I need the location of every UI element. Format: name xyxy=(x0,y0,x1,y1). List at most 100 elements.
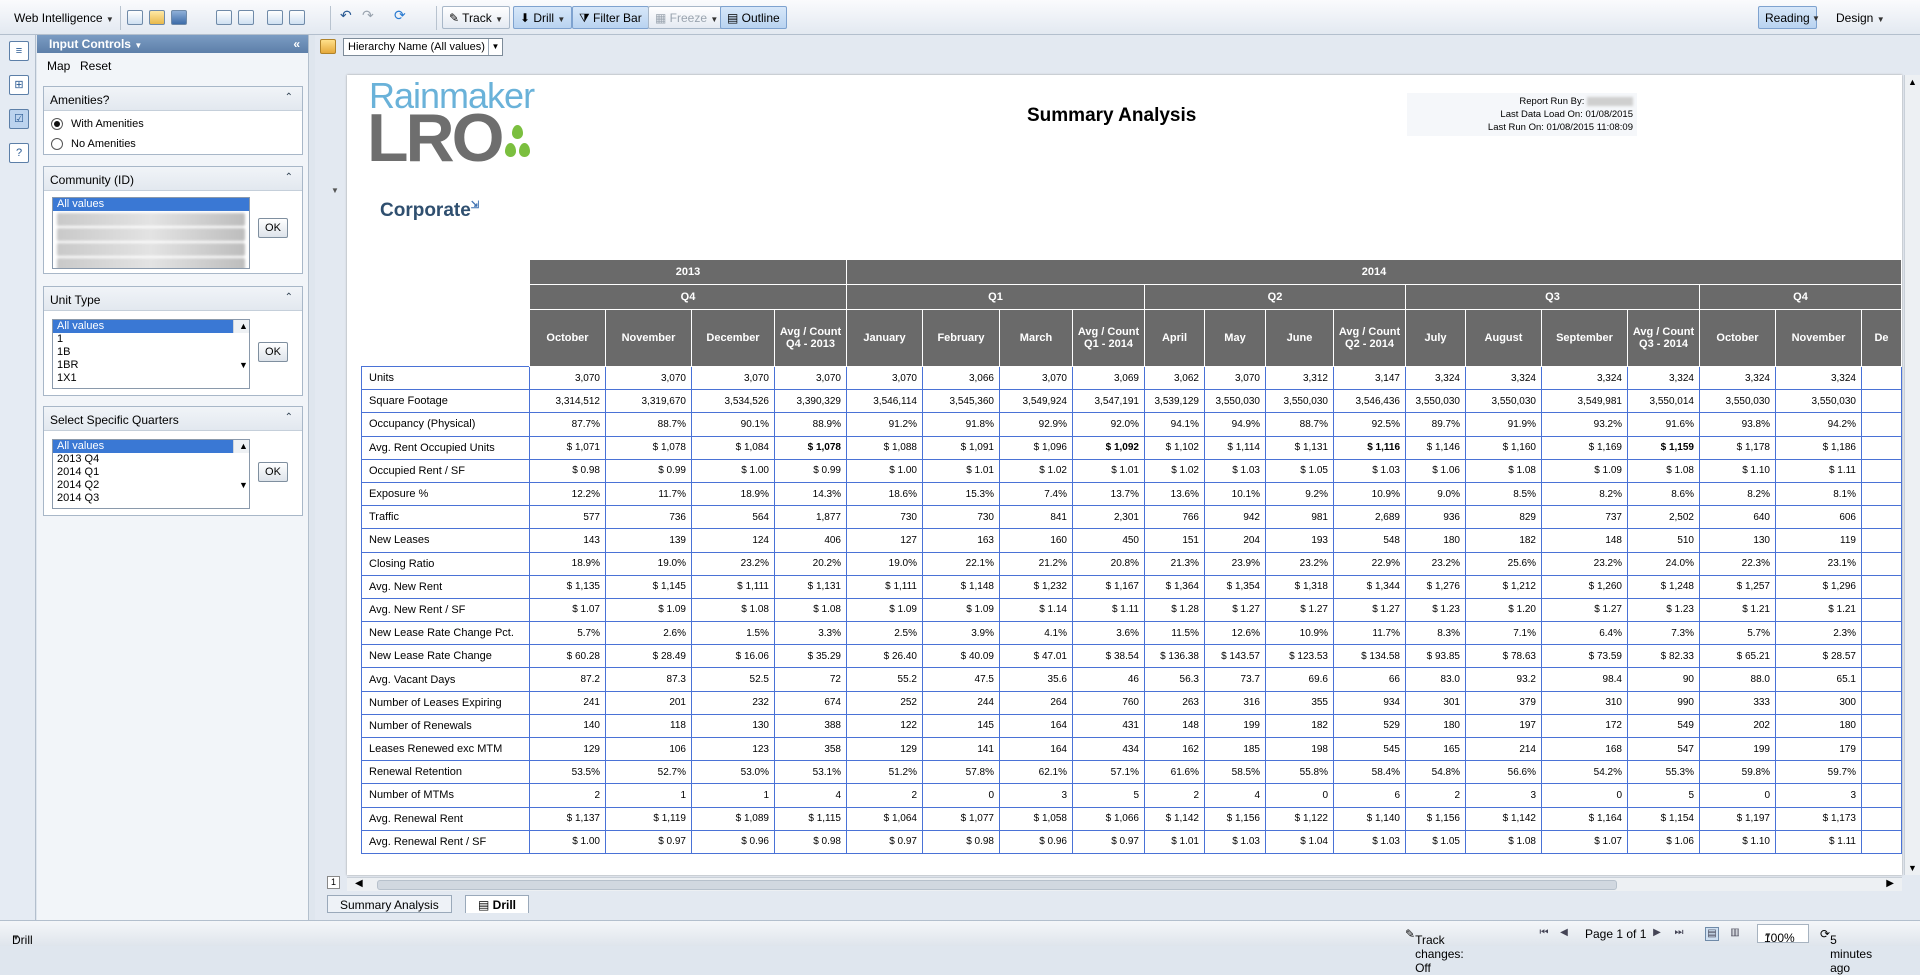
zoom-select[interactable]: 100% ▼ xyxy=(1757,924,1809,945)
page-indicator[interactable]: Page 1 of 1 xyxy=(1585,927,1647,941)
table-cell: $ 1,276 xyxy=(1405,574,1466,599)
collapse-icon[interactable]: ⌃ xyxy=(284,92,293,103)
list-item[interactable]: All values xyxy=(53,198,249,211)
vertical-scrollbar[interactable]: ▲ ▼ xyxy=(1904,75,1920,875)
outline-level-button[interactable]: 1 xyxy=(327,876,340,889)
map-link[interactable]: Map xyxy=(47,59,71,73)
first-page-icon[interactable]: ⏮ xyxy=(1539,927,1549,938)
quarters-list[interactable]: All values 2013 Q4 2014 Q1 2014 Q2 2014 … xyxy=(52,439,250,509)
radio-icon xyxy=(51,138,63,150)
table-cell: 3,324 xyxy=(1405,365,1466,391)
print-icon[interactable] xyxy=(216,10,232,25)
table-cell: 93.8% xyxy=(1699,412,1776,437)
reading-mode-button[interactable]: Reading xyxy=(1758,6,1817,29)
refresh-status[interactable]: ⟳ 5 minutes ago xyxy=(1820,927,1873,975)
table-cell: 7.1% xyxy=(1465,621,1542,646)
open-folder-icon[interactable] xyxy=(149,10,165,25)
table-cell: $ 1.27 xyxy=(1333,597,1406,623)
list-item[interactable]: 2014 Q1 xyxy=(57,466,100,478)
report-tabs: Summary Analysis ▤ Drill xyxy=(315,893,1920,915)
table-cell: 130 xyxy=(1699,528,1776,553)
community-ok-button[interactable]: OK xyxy=(258,218,288,238)
chevron-down-icon[interactable]: ▼ xyxy=(1812,14,1820,23)
list-item[interactable]: 1B xyxy=(57,346,71,358)
list-item[interactable]: 2013 Q4 xyxy=(57,453,100,465)
collapse-panel-icon[interactable]: « xyxy=(293,37,300,51)
list-item[interactable]: 1X1 xyxy=(57,372,77,384)
table-cell: 62.1% xyxy=(999,760,1073,785)
filter-bar-icon[interactable] xyxy=(320,39,336,54)
tab-drill[interactable]: ▤ Drill xyxy=(465,895,530,913)
no-amenities-radio[interactable]: No Amenities xyxy=(51,138,136,150)
unit-type-ok-button[interactable]: OK xyxy=(258,342,288,362)
next-page-icon[interactable]: ▶ xyxy=(1653,927,1661,938)
scroll-right-icon[interactable]: ▶ xyxy=(1886,878,1894,889)
table-row: Avg. Renewal Rent / SF $ 1.00 $ 0.97 $ 0.96… xyxy=(361,829,1902,854)
table-cell: $ 1,169 xyxy=(1541,435,1628,460)
filter-bar-button[interactable]: ⧩ Filter Bar xyxy=(572,6,649,29)
list-item[interactable]: 1BR xyxy=(57,359,79,371)
find-icon[interactable] xyxy=(238,10,254,25)
drill-button[interactable]: ⬇ Drill ▼ xyxy=(513,6,573,29)
list-scrollbar[interactable]: ▲ ▼ xyxy=(233,320,249,370)
input-controls-icon[interactable]: ☑ xyxy=(9,109,29,129)
table-cell: 91.9% xyxy=(1465,412,1542,437)
quick-display-icon[interactable]: ▤ xyxy=(1705,927,1719,941)
redo-icon[interactable]: ↷ xyxy=(362,7,374,23)
table-cell: 35.6 xyxy=(999,667,1073,692)
last-page-icon[interactable]: ⏭ xyxy=(1674,927,1684,938)
scroll-left-icon[interactable]: ◀ xyxy=(355,878,363,889)
input-controls-header[interactable]: Input Controls ▼ « xyxy=(37,35,308,53)
list-item[interactable]: 1 xyxy=(57,333,64,345)
list-item[interactable]: 2014 Q2 xyxy=(57,479,100,491)
help-icon[interactable]: ? xyxy=(9,143,29,163)
list-item[interactable]: 2014 Q3 xyxy=(57,492,100,504)
with-amenities-radio[interactable]: With Amenities xyxy=(51,118,144,130)
app-menu[interactable]: Web Intelligence ▼ xyxy=(14,11,114,25)
navigation-map-icon[interactable]: ⊞ xyxy=(9,75,29,95)
freeze-button[interactable]: ▦ Freeze ▼ xyxy=(648,6,726,29)
new-document-icon[interactable] xyxy=(127,10,143,25)
page-mode-icon[interactable]: ▥ xyxy=(1730,927,1740,938)
scroll-up-icon[interactable]: ▲ xyxy=(1908,77,1917,87)
list-item[interactable]: All values xyxy=(53,440,249,453)
export-icon[interactable] xyxy=(289,10,305,25)
table-cell: $ 1,344 xyxy=(1333,574,1406,599)
save-icon[interactable] xyxy=(171,10,187,25)
table-row: Number of Leases Expiring 241 201 232 674 252… xyxy=(361,690,1902,715)
unit-type-list[interactable]: All values 1 1B 1BR 1X1 ▲ ▼ xyxy=(52,319,250,389)
previous-page-icon[interactable]: ◀ xyxy=(1560,927,1568,938)
community-list[interactable]: All values xyxy=(52,197,250,269)
undo-icon[interactable]: ↶ xyxy=(340,7,352,23)
table-cell: 760 xyxy=(1072,690,1145,715)
track-button[interactable]: ✎ Track ▼ xyxy=(442,6,510,29)
row-label: New Leases xyxy=(361,528,530,553)
design-mode-button[interactable]: Design ▼ xyxy=(1836,11,1885,25)
quarters-ok-button[interactable]: OK xyxy=(258,462,288,482)
reset-link[interactable]: Reset xyxy=(80,59,112,73)
collapse-icon[interactable]: ⌃ xyxy=(284,412,293,423)
table-cell: 244 xyxy=(922,690,1000,715)
document-summary-icon[interactable]: ≡ xyxy=(9,41,29,61)
horizontal-scrollbar[interactable]: ◀ ▶ xyxy=(347,877,1902,891)
scroll-down-icon[interactable]: ▼ xyxy=(1908,863,1917,873)
refresh-icon[interactable]: ⟳ xyxy=(394,7,406,23)
table-row: Leases Renewed exc MTM 129 106 123 358 129 141… xyxy=(361,736,1902,762)
collapse-icon[interactable]: ⌃ xyxy=(284,172,293,183)
list-item[interactable]: All values xyxy=(53,320,249,333)
table-cell: 21.3% xyxy=(1144,551,1205,576)
drill-icon[interactable]: ⇲ xyxy=(470,200,480,211)
table-cell: 21.2% xyxy=(999,551,1073,576)
tab-summary-analysis[interactable]: Summary Analysis xyxy=(327,895,452,913)
list-scrollbar[interactable]: ▲ ▼ xyxy=(233,440,249,490)
outline-collapse-icon[interactable]: ▼ xyxy=(331,186,339,195)
history-icon[interactable] xyxy=(267,10,283,25)
track-changes-status[interactable]: ✎ Track changes: Off xyxy=(1405,927,1464,975)
table-cell: 355 xyxy=(1265,690,1334,715)
outline-button[interactable]: ▤ Outline xyxy=(720,6,787,29)
hierarchy-filter-select[interactable]: Hierarchy Name (All values) ▼ xyxy=(343,38,503,56)
collapse-icon[interactable]: ⌃ xyxy=(284,292,293,303)
year-header: 2013 xyxy=(529,259,847,285)
scrollbar-thumb[interactable] xyxy=(377,880,1617,890)
table-cell: $ 1.03 xyxy=(1204,458,1266,483)
